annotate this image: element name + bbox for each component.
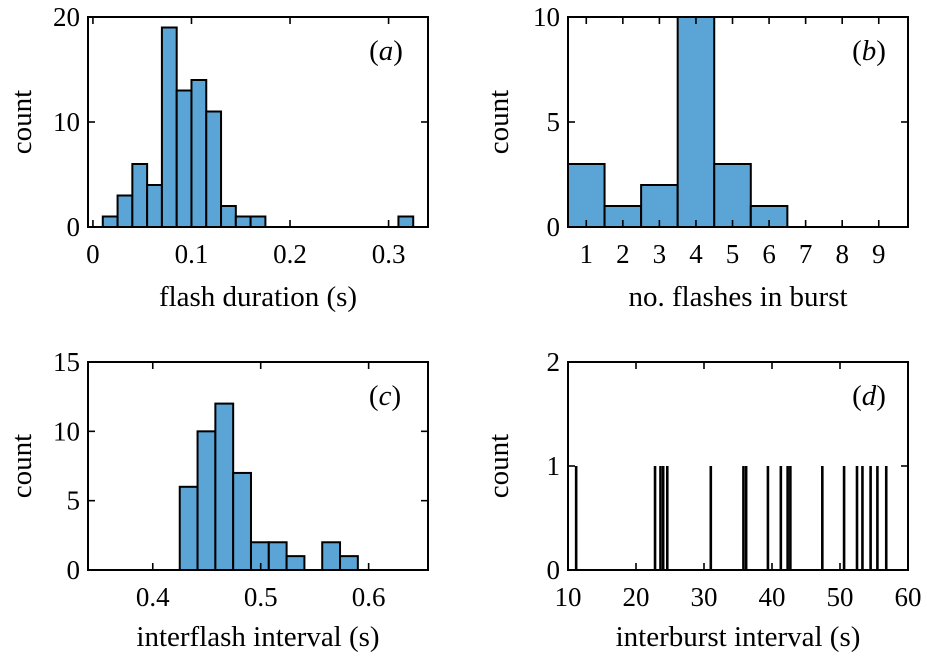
panel-c-bars	[178, 402, 359, 572]
panel-d-ytick-label: 0	[547, 555, 561, 585]
panel-b-frame	[567, 16, 909, 228]
panel-c-ylabel: count	[6, 434, 38, 498]
panel-d-ytick-label: 2	[547, 347, 561, 377]
panel-b-xtick-label: 5	[726, 239, 740, 269]
panel-b-xtick-label: 4	[689, 239, 703, 269]
panel-c-bar	[249, 541, 270, 571]
panel-c-bar	[267, 541, 288, 571]
panel-a-xtick-label: 0.3	[372, 239, 406, 269]
panel-c-bar	[214, 402, 235, 571]
panel-a-frame	[87, 16, 429, 228]
panel-d-xtick-label: 50	[827, 582, 854, 612]
panel-b-ytick-label: 5	[547, 107, 561, 137]
panel-b-xlabel: no. flashes in burst	[628, 281, 847, 313]
panel-c-xlabel: interflash interval (s)	[136, 621, 379, 653]
panel-c-tag: (c)	[369, 380, 401, 412]
panel-b-ytick-label: 0	[547, 212, 561, 242]
panel-c-bar	[232, 471, 252, 571]
panel-a-bar	[116, 194, 134, 228]
panel-b-bar	[713, 163, 752, 228]
panel-c-bar	[178, 485, 199, 571]
panel-a-bar	[397, 215, 415, 228]
panel-a-ytick-label: 10	[53, 107, 80, 137]
panel-b-bars	[567, 16, 789, 228]
panel-b-xtick-label: 7	[799, 239, 813, 269]
panel-b-bar	[676, 16, 716, 228]
panel-b-xtick-label: 8	[835, 239, 849, 269]
panel-c-ytick-label: 5	[67, 486, 81, 516]
panel-a-bar	[205, 110, 223, 228]
panel-d-ticks: 10 20 30 40 50 60 0 1 2	[547, 347, 922, 612]
panel-a-bar	[190, 79, 208, 228]
panel-b-xtick-label: 3	[653, 239, 667, 269]
panel-a-ytick-label: 0	[67, 212, 81, 242]
panel-a-bar	[220, 205, 237, 228]
panel-a-xtick-label: 0.1	[175, 239, 209, 269]
panel-c-xtick-label: 0.5	[244, 582, 278, 612]
panel-a-bar	[160, 26, 178, 228]
panel-d-xtick-label: 30	[691, 582, 718, 612]
panel-a-bar	[131, 163, 149, 228]
panel-c-bar	[321, 541, 342, 571]
panel-d-tag: (d)	[852, 380, 886, 412]
panel-d-frame	[567, 361, 909, 571]
panel-b-tag: (b)	[852, 35, 886, 67]
panel-b-xtick-label: 2	[616, 239, 630, 269]
panel-d-spikes	[574, 466, 888, 570]
panel-a-bar	[101, 215, 119, 228]
panel-b-xtick-label: 9	[872, 239, 886, 269]
panel-c-xtick-label: 0.4	[136, 582, 170, 612]
panel-d-xtick-label: 60	[895, 582, 922, 612]
panel-a-xtick-label: 0	[86, 239, 100, 269]
panel-b-xtick-label: 6	[762, 239, 776, 269]
panel-a-bar	[234, 215, 252, 228]
panel-c-ytick-label: 0	[67, 555, 81, 585]
panel-b-ylabel: count	[483, 90, 515, 154]
panel-c-ytick-label: 15	[53, 347, 80, 377]
panel-c-ytick-label: 10	[53, 416, 80, 446]
panel-b-bar	[567, 163, 606, 228]
panel-a-xtick-label: 0.2	[273, 239, 307, 269]
panel-a-tag: (a)	[369, 35, 403, 67]
panel-d-xtick-label: 20	[623, 582, 650, 612]
panel-c-frame	[87, 361, 429, 571]
panel-c-bar	[285, 555, 306, 572]
panel-a-ylabel: count	[6, 90, 38, 154]
panel-a-bar	[175, 89, 193, 228]
panel-a-bars	[101, 26, 415, 228]
panel-d-ytick-label: 1	[547, 451, 561, 481]
panel-a-xlabel: flash duration (s)	[159, 281, 357, 313]
panel-d-ylabel: count	[483, 434, 515, 498]
panel-a-chart: 0 0.1 0.2 0.3 0 10 20 flash duration (s) count…	[6, 2, 429, 313]
panel-d-xtick-label: 40	[759, 582, 786, 612]
panel-a-ticks: 0 0.1 0.2 0.3 0 10 20	[53, 2, 428, 269]
panel-a-bar	[249, 215, 267, 228]
panel-b-xtick-label: 1	[580, 239, 594, 269]
panel-c-bar	[339, 555, 359, 572]
panel-b-ytick-label: 10	[533, 2, 560, 32]
panel-d-xtick-label: 10	[555, 582, 582, 612]
panel-d-xlabel: interburst interval (s)	[616, 621, 861, 653]
panel-a-ytick-label: 20	[53, 2, 80, 32]
panel-c-bar	[196, 430, 217, 572]
panel-c-xtick-label: 0.6	[352, 582, 386, 612]
panel-a-bar	[146, 184, 163, 228]
